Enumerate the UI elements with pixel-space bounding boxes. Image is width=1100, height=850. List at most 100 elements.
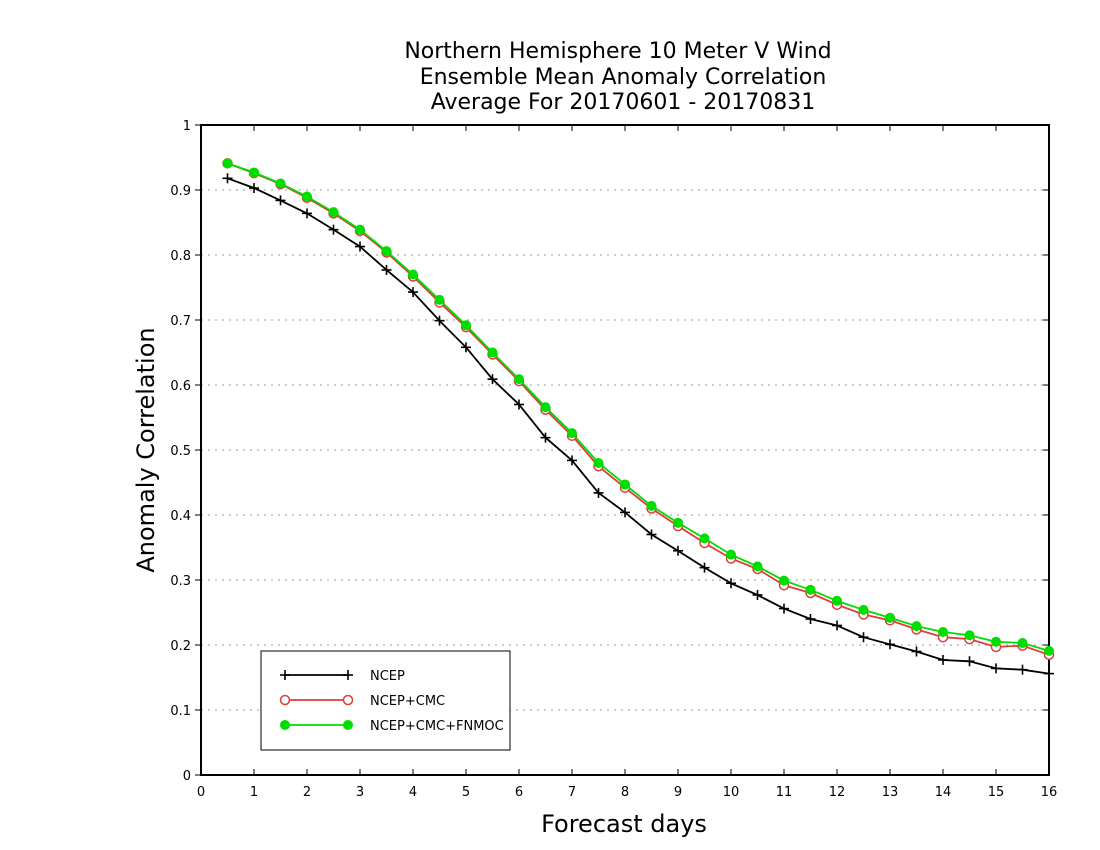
x-tick-label: 4	[409, 785, 417, 800]
axis-ticks: 00.10.20.30.40.50.60.70.80.910 1 2 3 4 5 6 7 8 9 1…	[170, 119, 1057, 800]
data-point-ncep-cmc-fnmoc	[222, 158, 233, 169]
x-tick-label: 5	[462, 785, 470, 800]
y-tick-label: 0.3	[170, 574, 191, 589]
x-tick-label: 0	[197, 785, 205, 800]
legend-marker	[279, 694, 291, 706]
data-point-ncep-cmc-fnmoc	[646, 500, 657, 511]
y-tick-label: 0.4	[170, 509, 191, 524]
y-tick-label: 0.8	[170, 249, 191, 264]
data-point-ncep-cmc-fnmoc	[249, 167, 259, 178]
legend-item-ncep-cmc-fnmoc: NCEP+CMC+FNMOC	[280, 719, 504, 734]
series-ncep-cmc-fnmoc	[222, 158, 1054, 656]
data-point-ncep-cmc-fnmoc	[858, 604, 869, 615]
data-point-ncep-cmc-fnmoc	[514, 374, 524, 385]
series-ncep	[222, 173, 1054, 679]
data-point-ncep-cmc-fnmoc	[620, 479, 630, 490]
data-point-ncep	[911, 646, 922, 657]
data-point-ncep-cmc-fnmoc	[885, 612, 895, 623]
legend-marker	[342, 694, 354, 706]
data-point-ncep-cmc-fnmoc	[991, 636, 1001, 647]
data-point-ncep	[249, 183, 259, 194]
legend-marker	[280, 670, 290, 680]
x-tick-label: 14	[935, 785, 952, 800]
data-point-ncep-cmc-fnmoc	[752, 561, 763, 572]
data-point-ncep	[752, 589, 763, 600]
legend-label: NCEP+CMC+FNMOC	[370, 719, 504, 734]
legend-item-ncep-cmc: NCEP+CMC	[279, 694, 445, 709]
data-point-ncep	[885, 639, 895, 650]
x-tick-label: 15	[988, 785, 1005, 800]
series-group	[222, 158, 1055, 679]
y-tick-label: 0	[183, 769, 191, 784]
data-point-ncep	[699, 562, 710, 573]
series-ncep-cmc	[222, 158, 1055, 660]
data-point-ncep	[646, 529, 657, 540]
data-point-ncep	[593, 487, 604, 498]
data-point-ncep	[302, 208, 312, 219]
data-point-ncep	[832, 620, 842, 631]
legend-marker	[280, 720, 290, 730]
data-point-ncep	[1017, 664, 1028, 675]
title-line-2: Ensemble Mean Anomaly Correlation	[420, 65, 827, 90]
data-point-ncep	[434, 315, 445, 326]
data-point-ncep-cmc-fnmoc	[911, 621, 922, 632]
y-tick-label: 1	[183, 119, 191, 134]
x-tick-label: 1	[250, 785, 258, 800]
data-point-ncep-cmc-fnmoc	[275, 178, 286, 189]
y-tick-label: 0.9	[170, 184, 191, 199]
y-tick-label: 0.1	[170, 704, 191, 719]
data-point-ncep-cmc-fnmoc	[699, 533, 710, 544]
data-point-ncep-cmc-fnmoc	[567, 428, 577, 439]
data-point-ncep	[328, 224, 339, 235]
data-point-ncep-cmc-fnmoc	[461, 320, 471, 331]
data-point-ncep	[222, 173, 233, 184]
x-tick-label: 2	[303, 785, 311, 800]
x-tick-label: 6	[515, 785, 523, 800]
data-point-ncep	[673, 545, 683, 556]
data-point-ncep-cmc-fnmoc	[832, 595, 842, 606]
data-point-ncep	[514, 399, 524, 410]
x-tick-label: 13	[882, 785, 899, 800]
data-point-ncep-cmc-fnmoc	[355, 224, 365, 235]
data-point-ncep-cmc-fnmoc	[1017, 638, 1028, 649]
data-point-ncep	[620, 507, 630, 518]
data-point-ncep	[938, 654, 948, 665]
data-point-ncep	[275, 195, 286, 206]
data-point-ncep-cmc-fnmoc	[726, 549, 736, 560]
data-point-ncep-cmc-fnmoc	[593, 458, 604, 468]
data-point-ncep-cmc-fnmoc	[408, 269, 418, 280]
data-point-ncep	[964, 656, 975, 667]
x-tick-label: 12	[829, 785, 846, 800]
x-axis-label: Forecast days	[541, 810, 707, 838]
title-line-1: Northern Hemisphere 10 Meter V Wind	[404, 39, 831, 64]
chart-title: Northern Hemisphere 10 Meter V Wind Ense…	[404, 39, 831, 115]
y-tick-label: 0.2	[170, 639, 191, 654]
y-tick-label: 0.7	[170, 314, 191, 329]
data-point-ncep	[381, 264, 392, 275]
x-tick-label: 16	[1041, 785, 1058, 800]
data-point-ncep	[991, 663, 1001, 674]
series-line-ncep-cmc-fnmoc	[227, 162, 1050, 652]
data-point-ncep	[540, 432, 551, 443]
series-line-ncep	[227, 177, 1050, 675]
legend-marker	[343, 720, 353, 730]
data-point-ncep-cmc-fnmoc	[381, 246, 392, 257]
x-tick-label: 11	[776, 785, 793, 800]
data-point-ncep-cmc-fnmoc	[487, 347, 498, 358]
data-point-ncep	[805, 614, 816, 624]
data-point-ncep-cmc-fnmoc	[1044, 645, 1054, 656]
series-line-ncep-cmc	[227, 162, 1050, 656]
data-point-ncep	[487, 374, 498, 385]
data-point-ncep-cmc-fnmoc	[540, 402, 551, 413]
data-point-ncep-cmc-fnmoc	[673, 517, 683, 528]
data-point-ncep	[1044, 668, 1054, 679]
y-tick-label: 0.6	[170, 379, 191, 394]
legend: NCEP NCEP+CMC NCEP+CMC+FNMOC	[260, 650, 511, 751]
data-point-ncep-cmc-fnmoc	[964, 630, 975, 641]
data-point-ncep-cmc-fnmoc	[328, 207, 339, 218]
data-point-ncep	[408, 287, 418, 298]
grid	[201, 189, 1049, 711]
x-tick-label: 9	[674, 785, 682, 800]
data-point-ncep-cmc-fnmoc	[938, 627, 948, 637]
data-point-ncep-cmc-fnmoc	[805, 584, 816, 595]
